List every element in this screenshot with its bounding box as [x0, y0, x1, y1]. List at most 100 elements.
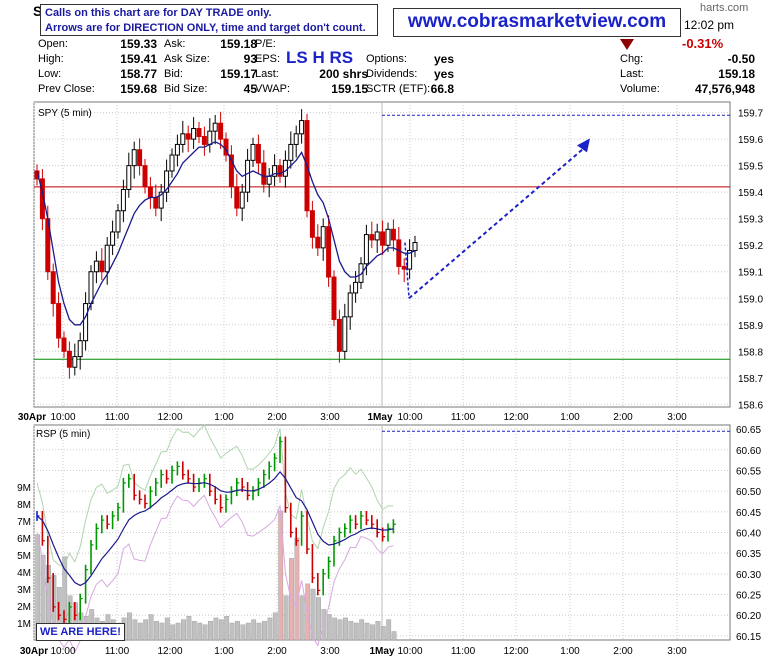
- volume-bar: [170, 624, 176, 641]
- volume-bar: [380, 626, 386, 641]
- rsp-x-tick-label: 11:00: [105, 646, 130, 657]
- price-candle: [277, 165, 283, 177]
- field-label: Dividends:: [366, 68, 418, 80]
- price-candle: [142, 165, 148, 188]
- volume-tick-label: 6M: [17, 534, 31, 545]
- price-candle: [380, 231, 386, 246]
- x-tick-label: 2:00: [613, 412, 633, 423]
- volume-bar: [186, 616, 192, 641]
- price-candle: [147, 186, 153, 198]
- volume-bar: [143, 619, 149, 641]
- price-candle: [336, 318, 342, 352]
- volume-bar: [370, 624, 375, 641]
- price-candle: [131, 149, 137, 167]
- volume-bar: [294, 537, 300, 641]
- price-candle: [261, 162, 267, 185]
- price-candle: [50, 271, 56, 305]
- price-candle: [169, 154, 175, 172]
- field-label: P/E:: [255, 38, 276, 50]
- price-candle: [234, 186, 240, 209]
- x-tick-label: 1:00: [560, 412, 580, 423]
- volume-bar: [262, 621, 267, 641]
- price-candle: [61, 337, 67, 352]
- price-candle: [363, 234, 369, 265]
- rsp-y-tick-label: 60.65: [736, 425, 761, 436]
- volume-bar: [272, 612, 278, 641]
- website-banner[interactable]: www.cobrasmarketview.com: [393, 8, 681, 37]
- down-triangle-icon: [620, 39, 634, 50]
- x-tick-label: 3:00: [320, 412, 340, 423]
- price-candle: [239, 191, 245, 209]
- volume-bar: [364, 622, 370, 641]
- field-value: 66.8: [430, 82, 454, 96]
- field-label: Last:: [255, 68, 279, 80]
- price-candle: [315, 236, 321, 249]
- price-candle: [196, 128, 202, 137]
- price-candle: [282, 159, 288, 177]
- price-candle: [34, 170, 40, 180]
- rsp-x-tick-label: 1:00: [214, 646, 234, 657]
- field-label: SCTR (ETF):: [366, 83, 431, 95]
- price-candle: [401, 265, 407, 270]
- x-tick-label: 2:00: [267, 412, 287, 423]
- volume-bar: [213, 617, 219, 641]
- field-label: Options:: [366, 53, 407, 65]
- field-value: 47,576,948: [694, 82, 755, 96]
- volume-bar: [283, 595, 289, 641]
- field-value: 158.77: [120, 67, 157, 81]
- price-candle: [77, 340, 83, 358]
- price-candle: [374, 231, 380, 241]
- x-tick-label: 11:00: [451, 412, 476, 423]
- field-value: 200 shrs: [319, 67, 368, 81]
- volume-bar: [132, 619, 138, 641]
- volume-bar: [127, 612, 132, 641]
- price-candle: [137, 149, 143, 167]
- field-label: Prev Close:: [38, 83, 95, 95]
- y-tick-label: 158.8: [738, 347, 763, 358]
- field-value: yes: [433, 67, 454, 81]
- disclaimer-line-2: Arrows are for DIRECTION ONLY, time and …: [45, 22, 366, 34]
- field-value: 159.18: [718, 67, 755, 81]
- x-tick-label: 1May: [367, 412, 392, 423]
- forecast-arrow-lead: [404, 242, 410, 299]
- price-candle: [250, 143, 256, 161]
- price-candle: [353, 281, 359, 294]
- volume-tick-label: 1M: [17, 619, 31, 630]
- x-tick-label: 30Apr: [18, 412, 46, 423]
- price-candle: [407, 250, 413, 270]
- forecast-arrow-line: [408, 145, 587, 300]
- symbol-label: S: [33, 3, 43, 19]
- rsp-panel-title: RSP (5 min): [36, 429, 90, 440]
- rsp-y-tick-label: 60.20: [736, 611, 761, 622]
- field-label: Ask:: [164, 38, 186, 50]
- quote-header: S Calls on this chart are for DAY TRADE …: [0, 0, 780, 102]
- price-candle: [342, 316, 348, 352]
- y-tick-label: 159.4: [738, 188, 763, 199]
- price-candle: [104, 244, 110, 273]
- price-candle: [272, 165, 278, 177]
- volume-bar: [386, 619, 392, 641]
- price-candle: [207, 130, 213, 145]
- volume-bar: [175, 622, 181, 641]
- price-candle: [93, 260, 99, 273]
- rsp-y-tick-label: 60.35: [736, 549, 761, 560]
- overlay-line: [36, 424, 394, 568]
- price-candle: [245, 159, 251, 193]
- y-tick-label: 158.7: [738, 374, 763, 385]
- price-candle: [385, 228, 391, 246]
- volume-bar: [137, 622, 143, 641]
- y-tick-label: 158.6: [738, 400, 763, 411]
- rsp-x-tick-label: 11:00: [451, 646, 476, 657]
- rsp-y-tick-label: 60.30: [736, 570, 761, 581]
- field-label: High:: [38, 53, 64, 65]
- volume-bar: [316, 597, 321, 641]
- volume-bar: [229, 622, 235, 641]
- volume-tick-label: 7M: [17, 517, 31, 528]
- volume-bar: [310, 588, 316, 641]
- price-candle: [110, 231, 116, 246]
- rsp-y-tick-label: 60.40: [736, 529, 761, 540]
- overlay-line: [36, 494, 394, 654]
- field-label: VWAP:: [255, 83, 291, 95]
- price-candle: [218, 122, 224, 140]
- field-label: Volume:: [620, 83, 660, 95]
